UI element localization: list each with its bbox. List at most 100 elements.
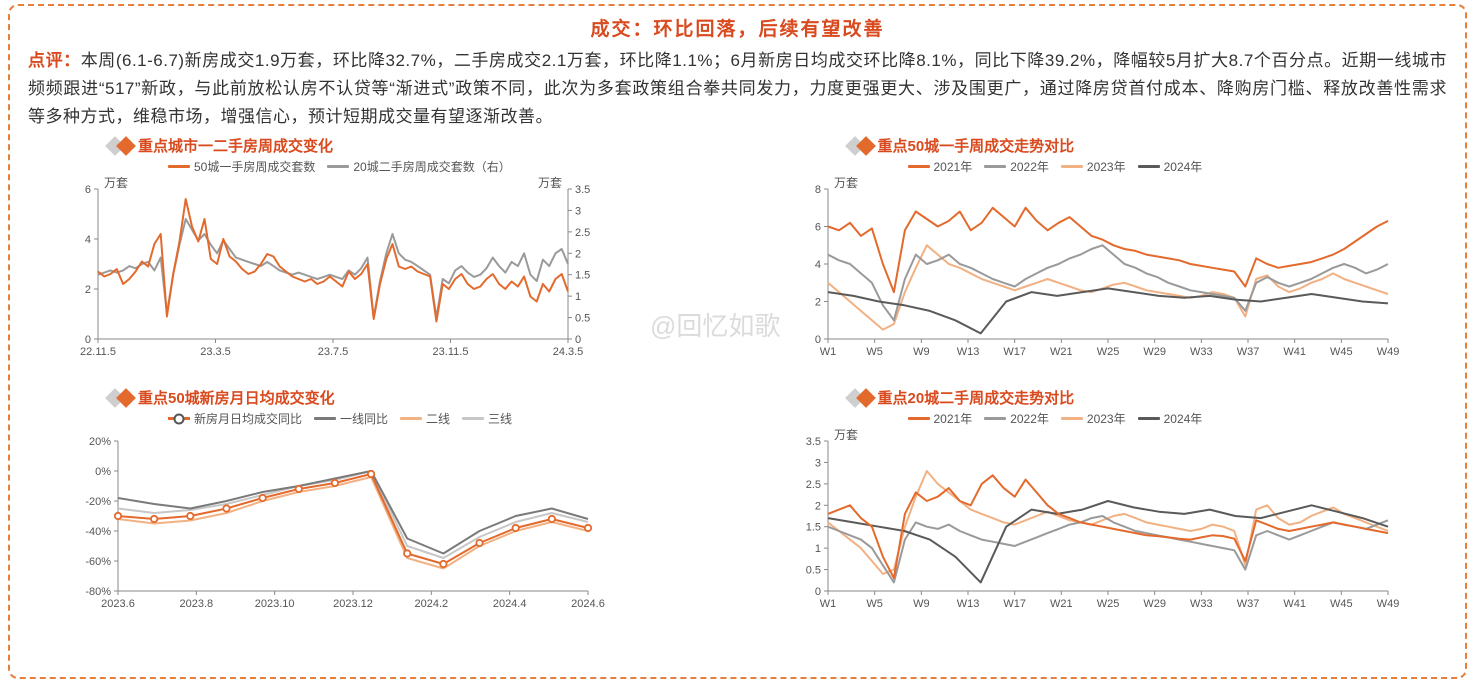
svg-text:W33: W33 bbox=[1190, 598, 1213, 610]
legend-label: 三线 bbox=[488, 410, 512, 427]
svg-text:2024.6: 2024.6 bbox=[571, 598, 605, 610]
svg-text:24.3.5: 24.3.5 bbox=[553, 346, 584, 358]
legend-item: 2024年 bbox=[1138, 410, 1203, 427]
chart3-title: 重点50城新房月日均成交变化 bbox=[138, 387, 335, 408]
legend-label: 2022年 bbox=[1010, 158, 1049, 175]
diamond-icon bbox=[848, 391, 870, 405]
svg-text:23.11.5: 23.11.5 bbox=[433, 346, 469, 358]
svg-text:0%: 0% bbox=[95, 466, 111, 478]
svg-text:1: 1 bbox=[814, 543, 820, 555]
chart-1: 重点城市一二手房周成交变化 50城一手房周成交套数20城二手房周成交套数（右） … bbox=[28, 135, 708, 383]
svg-text:2: 2 bbox=[85, 284, 91, 296]
svg-text:W49: W49 bbox=[1376, 346, 1399, 358]
svg-text:W45: W45 bbox=[1330, 346, 1353, 358]
legend-label: 2023年 bbox=[1087, 410, 1126, 427]
svg-text:-60%: -60% bbox=[85, 556, 111, 568]
svg-text:2023.10: 2023.10 bbox=[255, 598, 295, 610]
svg-text:-80%: -80% bbox=[85, 586, 111, 598]
svg-text:-20%: -20% bbox=[85, 496, 111, 508]
legend-item: 2021年 bbox=[908, 158, 973, 175]
svg-text:2.5: 2.5 bbox=[805, 479, 820, 491]
legend-item: 2024年 bbox=[1138, 158, 1203, 175]
legend-label: 2023年 bbox=[1087, 158, 1126, 175]
svg-text:8: 8 bbox=[814, 184, 820, 196]
legend-item: 20城二手房周成交套数（右） bbox=[327, 158, 510, 175]
svg-text:W5: W5 bbox=[866, 346, 883, 358]
svg-text:万套: 万套 bbox=[538, 176, 562, 190]
svg-text:1.5: 1.5 bbox=[575, 270, 590, 282]
svg-text:W21: W21 bbox=[1050, 598, 1073, 610]
legend-item: 2022年 bbox=[984, 158, 1049, 175]
main-title: 成交：环比回落，后续有望改善 bbox=[28, 14, 1447, 41]
legend-item: 2023年 bbox=[1061, 410, 1126, 427]
svg-text:0: 0 bbox=[814, 334, 820, 346]
svg-text:4: 4 bbox=[85, 234, 91, 246]
legend-item: 一线同比 bbox=[314, 410, 388, 427]
legend-item: 2022年 bbox=[984, 410, 1049, 427]
legend-item: 新房月日均成交同比 bbox=[168, 410, 302, 427]
commentary: 点评：本周(6.1-6.7)新房成交1.9万套，环比降32.7%，二手房成交2.… bbox=[28, 47, 1447, 131]
diamond-icon bbox=[848, 139, 870, 153]
svg-text:2024.4: 2024.4 bbox=[493, 598, 527, 610]
svg-text:W21: W21 bbox=[1050, 346, 1073, 358]
diamond-icon bbox=[108, 139, 130, 153]
svg-text:W37: W37 bbox=[1236, 346, 1259, 358]
svg-text:万套: 万套 bbox=[834, 428, 858, 442]
legend-label: 2024年 bbox=[1164, 410, 1203, 427]
svg-text:2024.2: 2024.2 bbox=[415, 598, 449, 610]
legend-label: 20城二手房周成交套数（右） bbox=[353, 158, 510, 175]
svg-text:W41: W41 bbox=[1283, 346, 1306, 358]
legend-item: 2023年 bbox=[1061, 158, 1126, 175]
svg-text:W49: W49 bbox=[1376, 598, 1399, 610]
svg-text:W9: W9 bbox=[913, 598, 930, 610]
svg-text:W17: W17 bbox=[1003, 346, 1026, 358]
svg-text:20%: 20% bbox=[89, 436, 111, 448]
svg-text:6: 6 bbox=[85, 184, 91, 196]
svg-text:2: 2 bbox=[814, 297, 820, 309]
svg-text:1: 1 bbox=[575, 291, 581, 303]
report-panel: 成交：环比回落，后续有望改善 点评：本周(6.1-6.7)新房成交1.9万套，环… bbox=[8, 4, 1467, 679]
svg-text:W37: W37 bbox=[1236, 598, 1259, 610]
svg-text:3.5: 3.5 bbox=[805, 436, 820, 448]
svg-text:W33: W33 bbox=[1190, 346, 1213, 358]
svg-text:W45: W45 bbox=[1330, 598, 1353, 610]
svg-text:W25: W25 bbox=[1096, 598, 1119, 610]
svg-text:W25: W25 bbox=[1096, 346, 1119, 358]
svg-text:0: 0 bbox=[575, 334, 581, 346]
legend-label: 2022年 bbox=[1010, 410, 1049, 427]
svg-text:0: 0 bbox=[814, 586, 820, 598]
svg-text:2023.12: 2023.12 bbox=[333, 598, 373, 610]
legend-item: 50城一手房周成交套数 bbox=[168, 158, 315, 175]
chart4-title: 重点20城二手周成交走势对比 bbox=[878, 387, 1075, 408]
svg-text:W9: W9 bbox=[913, 346, 930, 358]
svg-text:6: 6 bbox=[814, 222, 820, 234]
chart-3: 重点50城新房月日均成交变化 新房月日均成交同比 一线同比 二线 三线 -80% -60… bbox=[28, 387, 708, 635]
chart2-legend: 2021年 2022年 2023年 2024年 bbox=[908, 158, 1448, 175]
chart2-svg: 02468W1W5W9W13W17W21W25W29W33W37W41W45W4… bbox=[768, 175, 1428, 365]
legend-item: 2021年 bbox=[908, 410, 973, 427]
chart1-legend: 50城一手房周成交套数 20城二手房周成交套数（右） bbox=[168, 158, 708, 175]
svg-text:2.5: 2.5 bbox=[575, 227, 590, 239]
svg-text:23.7.5: 23.7.5 bbox=[318, 346, 349, 358]
svg-text:W29: W29 bbox=[1143, 598, 1166, 610]
svg-text:W29: W29 bbox=[1143, 346, 1166, 358]
svg-text:23.3.5: 23.3.5 bbox=[200, 346, 231, 358]
legend-label: 50城一手房周成交套数 bbox=[194, 158, 315, 175]
svg-text:W17: W17 bbox=[1003, 598, 1026, 610]
svg-text:3.5: 3.5 bbox=[575, 184, 590, 196]
commentary-body: 本周(6.1-6.7)新房成交1.9万套，环比降32.7%，二手房成交2.1万套… bbox=[28, 51, 1447, 126]
svg-text:2: 2 bbox=[814, 500, 820, 512]
legend-label: 一线同比 bbox=[340, 410, 388, 427]
svg-text:4: 4 bbox=[814, 259, 820, 271]
charts-grid: 重点城市一二手房周成交变化 50城一手房周成交套数20城二手房周成交套数（右） … bbox=[28, 135, 1447, 635]
svg-text:0.5: 0.5 bbox=[805, 565, 820, 577]
legend-item: 三线 bbox=[462, 410, 512, 427]
legend-label: 2021年 bbox=[934, 158, 973, 175]
chart2-title: 重点50城一手周成交走势对比 bbox=[878, 135, 1075, 156]
svg-text:W13: W13 bbox=[956, 598, 979, 610]
chart1-svg: 024600.511.522.533.522.11.523.3.523.7.52… bbox=[28, 175, 648, 365]
chart3-svg: -80%-60%-40%-20%0%20%2023.62023.82023.10… bbox=[28, 427, 648, 617]
chart-2: 重点50城一手周成交走势对比 2021年 2022年 2023年 2024年 0 2 4 6… bbox=[768, 135, 1448, 383]
chart-4: 重点20城二手周成交走势对比 2021年 2022年 2023年 2024年 0 0.5… bbox=[768, 387, 1448, 635]
legend-label: 二线 bbox=[426, 410, 450, 427]
